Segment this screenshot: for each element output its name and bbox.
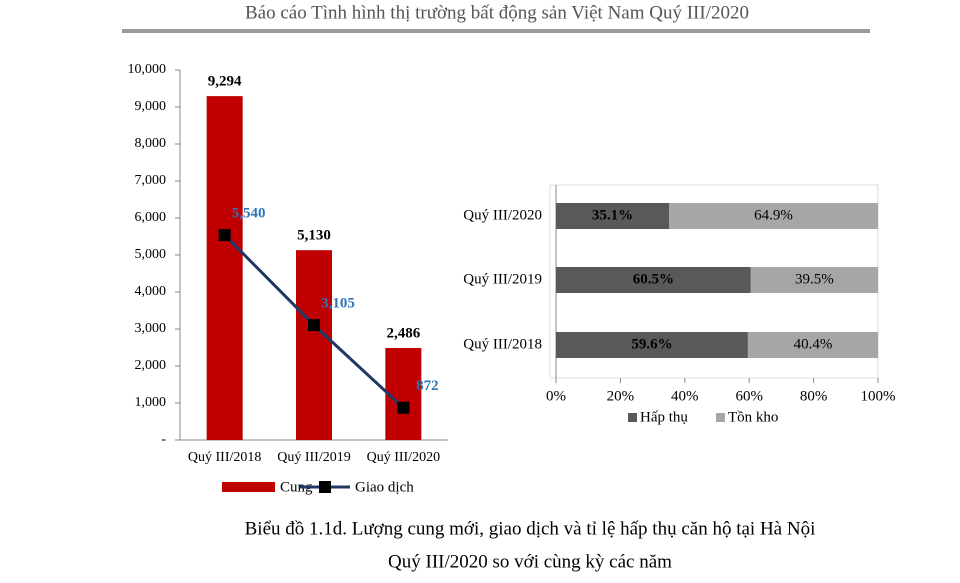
legend-swatch <box>319 481 331 493</box>
line-marker <box>308 319 320 332</box>
y-tick-label: - <box>161 432 166 447</box>
bar <box>385 348 422 440</box>
bar-segment <box>669 203 878 229</box>
legend-label: Tồn kho <box>728 409 778 425</box>
data-label: 5,540 <box>232 205 266 221</box>
data-label: 3,105 <box>321 296 355 312</box>
x-tick-label: 60% <box>735 388 763 404</box>
y-tick-label: 7,000 <box>135 173 167 188</box>
caption-line: Biểu đồ 1.1d. Lượng cung mới, giao dịch … <box>245 518 816 539</box>
bar-segment <box>747 332 878 358</box>
data-label: 9,294 <box>208 74 242 90</box>
x-tick-label: Quý III/2020 <box>367 450 441 465</box>
legend-swatch <box>628 413 637 422</box>
y-tick-label: 1,000 <box>135 395 167 410</box>
bar-segment <box>556 332 748 358</box>
y-tick-label: 6,000 <box>135 210 167 225</box>
x-tick-label: 0% <box>546 388 566 404</box>
y-tick-label: 9,000 <box>135 99 167 114</box>
x-tick-label: Quý III/2018 <box>188 450 262 465</box>
data-label: 40.4% <box>794 336 833 352</box>
y-tick-label: 8,000 <box>135 136 167 151</box>
bar <box>296 250 332 440</box>
data-label: 59.6% <box>631 336 672 352</box>
header-title: Báo cáo Tình hình thị trường bất động sả… <box>245 2 749 23</box>
data-label: 39.5% <box>795 271 834 287</box>
data-label: 60.5% <box>633 271 674 287</box>
y-tick-label: 4,000 <box>135 284 167 299</box>
legend-swatch <box>222 482 275 492</box>
legend-label: Hấp thụ <box>640 409 688 425</box>
data-label: 5,130 <box>297 228 331 244</box>
legend-label: Cung <box>280 479 313 495</box>
legend-label: Giao dịch <box>355 479 414 495</box>
y-tick-label: Quý III/2018 <box>463 336 542 352</box>
x-tick-label: Quý III/2019 <box>277 450 351 465</box>
y-tick-label: Quý III/2020 <box>463 207 542 223</box>
y-tick-label: 10,000 <box>128 62 167 77</box>
line-marker <box>218 229 231 242</box>
y-tick-label: 5,000 <box>135 247 167 262</box>
bar-segment <box>750 267 878 293</box>
x-tick-label: 20% <box>607 388 635 404</box>
data-label: 2,486 <box>386 325 420 341</box>
y-tick-label: Quý III/2019 <box>463 271 542 287</box>
line-marker <box>397 401 410 414</box>
data-label: 872 <box>416 378 439 394</box>
caption-line: Quý III/2020 so với cùng kỳ các năm <box>388 551 672 572</box>
legend-swatch <box>716 413 725 422</box>
bar-segment <box>556 267 751 293</box>
data-label: 64.9% <box>754 207 793 223</box>
y-tick-label: 3,000 <box>135 321 167 336</box>
bar-segment <box>556 203 670 229</box>
x-tick-label: 80% <box>800 388 828 404</box>
data-label: 35.1% <box>592 207 633 223</box>
x-tick-label: 40% <box>671 388 699 404</box>
bar <box>206 96 243 440</box>
x-tick-label: 100% <box>861 388 896 404</box>
y-tick-label: 2,000 <box>135 358 167 373</box>
